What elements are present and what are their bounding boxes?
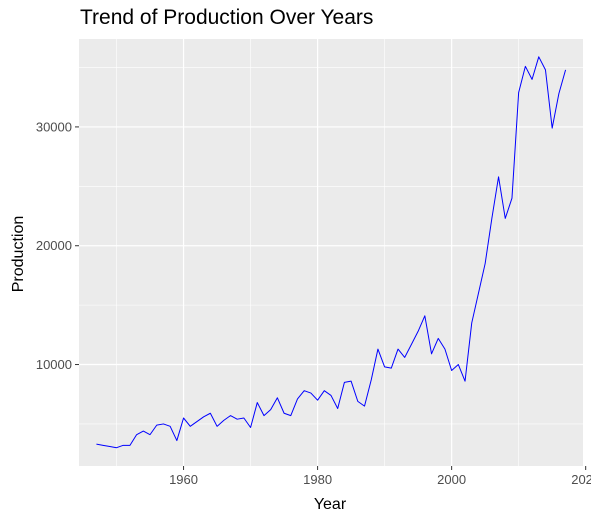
y-tick-label: 20000 (36, 238, 72, 253)
x-tick-label: 1960 (169, 472, 198, 487)
y-axis-title: Production (10, 216, 27, 293)
major-gridlines (79, 39, 583, 466)
series-layer (96, 56, 567, 449)
tick-labels: 1960 1980 2000 2020 10000 20000 30000 (36, 119, 591, 487)
chart-title: Trend of Production Over Years (80, 6, 374, 29)
production-series-line (96, 56, 567, 449)
y-tick-label: 10000 (36, 357, 72, 372)
axis-ticks (75, 126, 587, 470)
y-tick-label: 30000 (36, 119, 72, 134)
plot-panel (79, 39, 583, 466)
x-tick-label: 2020 (571, 472, 591, 487)
x-tick-label: 2000 (437, 472, 466, 487)
minor-gridlines (79, 39, 583, 466)
x-tick-label: 1980 (303, 472, 332, 487)
x-axis-title: Year (314, 496, 347, 513)
